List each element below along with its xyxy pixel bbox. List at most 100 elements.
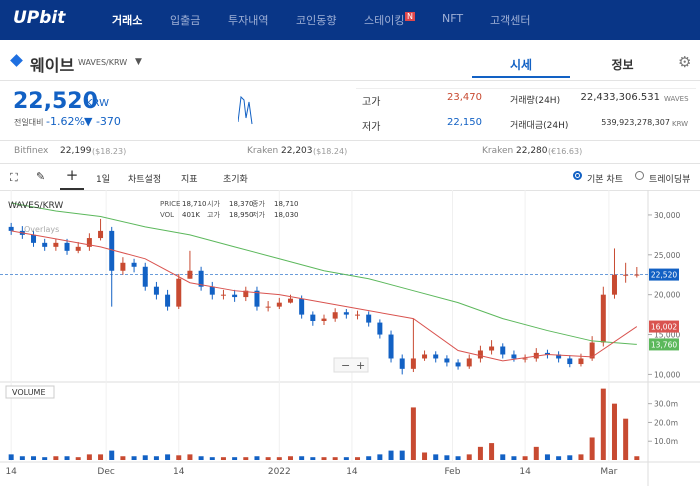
- v-tick-label: 10.0m: [654, 437, 678, 446]
- interval[interactable]: 1일: [96, 175, 111, 185]
- radio-on[interactable]: [573, 171, 582, 180]
- info-value: 18,710: [182, 200, 207, 208]
- candle-body: [343, 312, 349, 315]
- x-tick-label: Mar: [600, 467, 617, 477]
- tab-underline: [472, 76, 570, 78]
- volume-bar: [98, 454, 104, 460]
- candle-body: [611, 274, 617, 295]
- basic-chart[interactable]: 기본 차트: [587, 175, 623, 185]
- info-label: 시가: [207, 199, 220, 208]
- volume-bar: [600, 388, 606, 460]
- high-label: 고가: [362, 97, 381, 108]
- zoom-in[interactable]: +: [356, 359, 365, 372]
- indicator[interactable]: 지표: [181, 175, 198, 185]
- pair-caret[interactable]: ▼: [135, 57, 142, 67]
- candle-body: [466, 358, 472, 367]
- radio-off[interactable]: [635, 171, 644, 180]
- zoom-out[interactable]: −: [341, 359, 350, 372]
- chart-settings[interactable]: 차트설정: [128, 175, 162, 185]
- volume-bar: [477, 446, 483, 460]
- tab[interactable]: 시세: [509, 58, 533, 72]
- volume-bar: [232, 457, 238, 460]
- tradingview[interactable]: 트레이딩뷰: [649, 175, 691, 185]
- exchange-fx: ($18.24): [313, 147, 348, 156]
- top-nav: UPbit 거래소 입출금 투자내역 코인동향 스테이킹 N NFT 고객센터: [0, 0, 700, 40]
- exchange-price: 22,199: [60, 146, 92, 156]
- x-tick-label: 14: [173, 467, 185, 477]
- exchange-name: Kraken: [482, 146, 514, 156]
- candle-body: [287, 298, 293, 303]
- candle-body: [142, 266, 148, 287]
- y-tick-label: 25,000: [654, 251, 680, 260]
- crosshair-icon[interactable]: +: [60, 166, 84, 190]
- volume-bar: [634, 456, 640, 460]
- volume-bar: [299, 456, 305, 460]
- candle-body: [187, 270, 193, 279]
- candle-body: [600, 294, 606, 343]
- info-label: PRICE: [160, 200, 180, 208]
- draw-icon[interactable]: ✎: [36, 170, 46, 183]
- candle-body: [522, 358, 528, 360]
- moving-average: [11, 202, 637, 345]
- volume-bar: [623, 418, 629, 460]
- info-value: 401K: [182, 211, 200, 219]
- x-tick-label: Feb: [445, 467, 461, 477]
- fullscreen-icon[interactable]: ⛶: [10, 171, 18, 184]
- settings-icon[interactable]: ⚙: [678, 53, 692, 71]
- volume-bar: [209, 457, 215, 460]
- y-tick-label: 20,000: [654, 291, 680, 300]
- volume-bar: [578, 454, 584, 460]
- nav-item[interactable]: 코인동향: [296, 14, 337, 27]
- nav-item[interactable]: 스테이킹: [364, 14, 405, 27]
- info-value: 18,030: [274, 211, 299, 219]
- candle-body: [578, 358, 584, 365]
- y-tick-label: 15,000: [654, 331, 680, 340]
- candle-body: [42, 242, 48, 247]
- nav-item[interactable]: 투자내역: [228, 14, 269, 27]
- volume-bar: [611, 403, 617, 460]
- nav-item[interactable]: NFT: [442, 12, 464, 25]
- x-tick-label: 14: [5, 467, 17, 477]
- high: 23,470: [447, 92, 482, 103]
- volume-bar: [399, 450, 405, 460]
- reset[interactable]: 초기화: [223, 175, 248, 185]
- nav-item[interactable]: 고객센터: [490, 14, 531, 27]
- candle-body: [589, 342, 595, 359]
- candle-body: [276, 302, 282, 307]
- candle-body: [243, 290, 249, 298]
- new-badge: N: [405, 12, 415, 21]
- v-tick-label: 30.0m: [654, 400, 678, 409]
- nav-item[interactable]: 입출금: [170, 14, 201, 27]
- divider: [0, 80, 700, 81]
- price-badge: [649, 338, 679, 351]
- volume-bar: [422, 452, 428, 460]
- vol: 22,433,306.531: [580, 92, 660, 103]
- y-tick-label: 10,000: [654, 370, 680, 379]
- candle-body: [8, 226, 14, 231]
- exchange-name: Kraken: [247, 146, 279, 156]
- exchange-price: 22,280: [516, 146, 548, 156]
- logo[interactable]: UPbit: [13, 8, 66, 28]
- volume-bar: [75, 457, 81, 460]
- info-label: 저가: [252, 210, 265, 219]
- candle-body: [299, 298, 305, 315]
- exchange-name: Bitfinex: [14, 146, 49, 156]
- volume-bar: [366, 456, 372, 460]
- tab[interactable]: 정보: [611, 58, 634, 72]
- volume-bar: [265, 457, 271, 460]
- candle-body: [198, 270, 204, 287]
- volume-bar: [310, 457, 316, 460]
- zoom-box: [333, 357, 369, 373]
- candle-body: [433, 354, 439, 359]
- coin-icon: [10, 54, 23, 67]
- change-abs: ▼ -370: [84, 115, 121, 128]
- volume-bar: [332, 457, 338, 460]
- exchange-fx: ($18.23): [92, 147, 127, 156]
- volume-bar: [19, 456, 25, 460]
- candle-body: [410, 358, 416, 369]
- volume-bar: [131, 456, 137, 460]
- v-tick-label: 20.0m: [654, 418, 678, 427]
- candle-body: [500, 346, 506, 355]
- nav-item[interactable]: 거래소: [112, 14, 143, 27]
- volume-bar: [444, 455, 450, 460]
